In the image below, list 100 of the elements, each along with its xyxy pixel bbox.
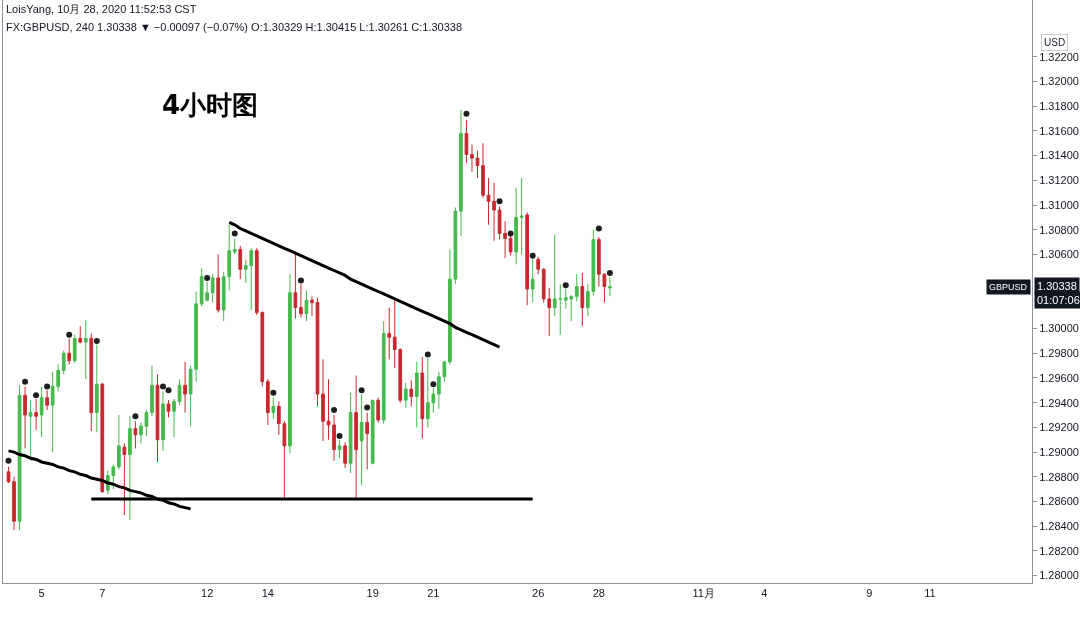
candlestick	[409, 379, 414, 407]
y-tick-label: 1.28600	[1039, 495, 1079, 508]
y-tick-label: 1.31000	[1039, 198, 1079, 211]
x-tick-label: 28	[592, 587, 606, 600]
y-tick-label: 1.31400	[1039, 149, 1079, 162]
candlestick	[23, 386, 27, 449]
point	[33, 392, 40, 399]
candlestick	[459, 109, 463, 237]
candlestick	[348, 392, 353, 474]
point	[204, 274, 211, 281]
candlestick	[83, 319, 88, 380]
point	[22, 378, 29, 385]
candlestick	[359, 393, 364, 486]
point	[424, 351, 431, 358]
candlestick	[354, 374, 358, 500]
candlestick	[470, 144, 474, 173]
y-tick-label: 1.31800	[1039, 100, 1079, 113]
candlestick	[381, 320, 386, 425]
x-tick-label: 5	[38, 587, 45, 600]
point	[595, 225, 602, 232]
y-tick-label: 1.30000	[1039, 322, 1079, 335]
y-tick-label: 1.32200	[1039, 50, 1079, 63]
candlestick	[216, 253, 221, 313]
candlestick	[271, 397, 276, 420]
candlestick	[376, 397, 381, 423]
y-tick-label: 1.29000	[1039, 445, 1079, 458]
candlestick	[161, 391, 165, 452]
candlestick	[166, 399, 171, 418]
candlestick	[78, 325, 83, 344]
point	[66, 331, 73, 338]
y-tick-label: 1.29200	[1039, 421, 1079, 434]
point	[496, 198, 503, 205]
y-tick-label: 1.29600	[1039, 371, 1079, 384]
y-tick-label: 1.28000	[1039, 569, 1079, 582]
candlestick	[530, 258, 535, 304]
candlestick	[39, 386, 44, 438]
point	[358, 387, 365, 394]
candlestick	[67, 337, 72, 365]
candlestick	[100, 382, 105, 494]
point	[270, 389, 277, 396]
candlestick	[414, 361, 419, 428]
candlestick	[299, 283, 303, 318]
candlestick	[536, 256, 541, 275]
point	[463, 110, 470, 117]
candlestick	[150, 365, 154, 417]
candlestick	[28, 399, 33, 462]
candlestick	[177, 378, 182, 406]
candlestick	[420, 356, 425, 439]
x-tick-label: 4	[761, 587, 768, 600]
candlestick	[552, 234, 557, 317]
annotation: LoisYang, 10月 28, 2020 11:52:53 CST	[6, 3, 197, 15]
candlestick	[558, 283, 563, 336]
candlestick	[519, 177, 524, 255]
point	[165, 387, 172, 394]
candlestick	[580, 272, 585, 327]
candlestick	[337, 439, 342, 459]
text: 4小时图	[162, 90, 259, 121]
point	[297, 277, 304, 284]
point	[562, 282, 569, 289]
candlestick	[574, 273, 579, 302]
y-tick-label: 1.28200	[1039, 544, 1079, 557]
point	[606, 269, 613, 276]
candlestick	[265, 378, 270, 426]
candlestick	[210, 273, 215, 304]
y-tick-label: 1.31600	[1039, 124, 1079, 137]
x-tick-label: 11	[924, 587, 936, 600]
candlestick	[288, 273, 292, 454]
candlestick	[45, 389, 49, 411]
candlestick	[17, 384, 22, 531]
candlestick	[172, 398, 176, 438]
candlestick	[343, 441, 347, 469]
point	[93, 337, 100, 344]
y-tick-label: 1.31200	[1039, 174, 1079, 187]
x-tick-label: 7	[99, 587, 106, 600]
point	[364, 404, 371, 411]
point	[507, 230, 514, 237]
text: USD	[1044, 37, 1066, 48]
candlestick	[304, 289, 309, 322]
x-tick-label: 14	[261, 587, 274, 600]
x-tick-label: 9	[866, 587, 873, 600]
candlestick	[133, 420, 138, 449]
candlestick	[128, 415, 132, 521]
point	[336, 433, 343, 440]
point	[5, 457, 12, 464]
line-series	[227, 220, 502, 349]
y-tick-label: 1.30600	[1039, 248, 1079, 261]
candlestick	[608, 276, 612, 297]
y-tick-label: 1.29800	[1039, 347, 1079, 360]
point	[44, 383, 51, 390]
x-tick-label: 19	[366, 587, 379, 600]
y-tick-label: 1.29400	[1039, 396, 1079, 409]
candlestick	[238, 245, 243, 280]
candlestick	[514, 187, 518, 265]
candlestick	[387, 307, 392, 360]
x-tick-label: 21	[427, 587, 440, 600]
candlestick	[72, 334, 77, 364]
candlestick	[183, 361, 187, 414]
candlestick	[403, 382, 408, 409]
candlestick	[94, 344, 99, 433]
x-tick-label: 11月	[692, 587, 715, 600]
